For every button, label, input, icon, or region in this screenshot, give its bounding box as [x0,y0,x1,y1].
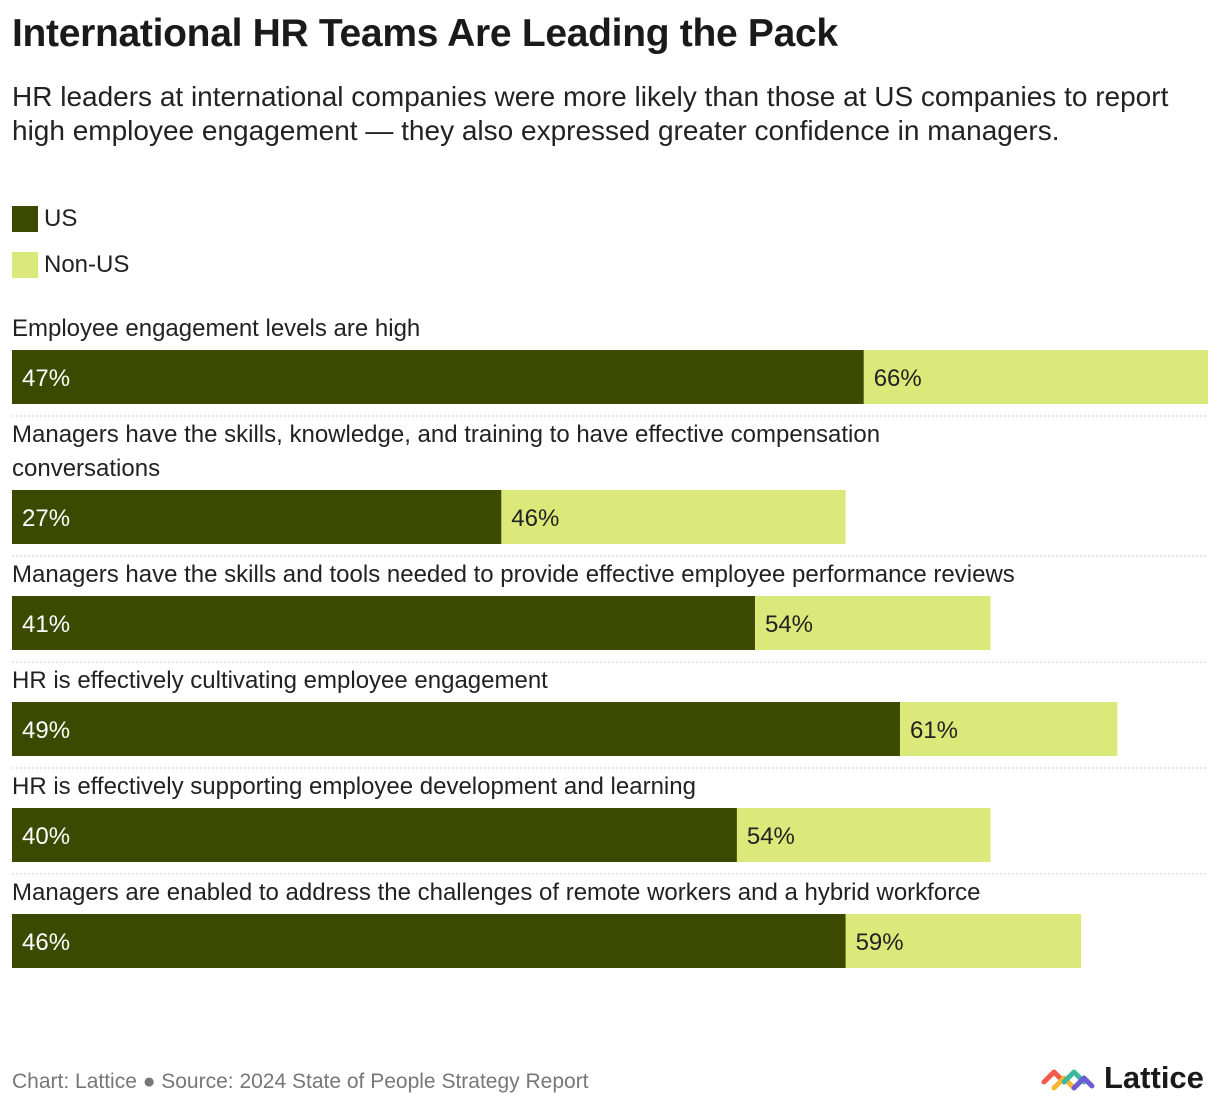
value-label-us: 40% [22,823,70,850]
bar-us [12,808,737,862]
legend-item-us: US [12,204,129,234]
lattice-logo: Lattice [1040,1060,1204,1096]
value-label-non-us: 61% [910,717,958,744]
category-label: HR is effectively supporting employee de… [12,773,696,800]
bar-us [12,490,502,544]
bar-chart: Employee engagement levels are high 47% 66… [12,315,1208,968]
value-label-us: 49% [22,717,70,744]
value-label-non-us: 59% [856,929,904,956]
category-label: HR is effectively cultivating employee e… [12,667,548,694]
value-label-us: 41% [22,611,70,638]
lattice-logo-text: Lattice [1104,1060,1204,1095]
chart-subtitle: HR leaders at international companies we… [12,81,1169,146]
category-label: Managers are enabled to address the chal… [12,879,981,906]
bar-us [12,350,864,404]
legend-label-us: US [44,205,78,232]
legend-item-non-us: Non-US [12,250,129,280]
bar-us [12,702,900,756]
category-label: Managers have the skills and tools neede… [12,561,1015,588]
category-label: Managers have the skills, knowledge, and… [12,421,880,482]
legend: US Non-US [12,204,129,296]
value-label-non-us: 54% [747,823,795,850]
value-label-us: 47% [22,365,70,392]
value-label-us: 46% [22,929,70,956]
value-label-non-us: 66% [874,365,922,392]
legend-swatch-non-us [12,252,38,278]
lattice-logo-icon [1041,1069,1095,1091]
bar-us [12,914,846,968]
value-label-non-us: 46% [511,505,559,532]
bar-us [12,596,755,650]
legend-swatch-us [12,206,38,232]
legend-label-non-us: Non-US [44,251,130,278]
category-label: Employee engagement levels are high [12,315,420,342]
value-label-non-us: 54% [765,611,813,638]
chart-footer: Chart: Lattice ● Source: 2024 State of P… [12,1070,589,1093]
chart-title: International HR Teams Are Leading the P… [12,12,838,55]
value-label-us: 27% [22,505,70,532]
